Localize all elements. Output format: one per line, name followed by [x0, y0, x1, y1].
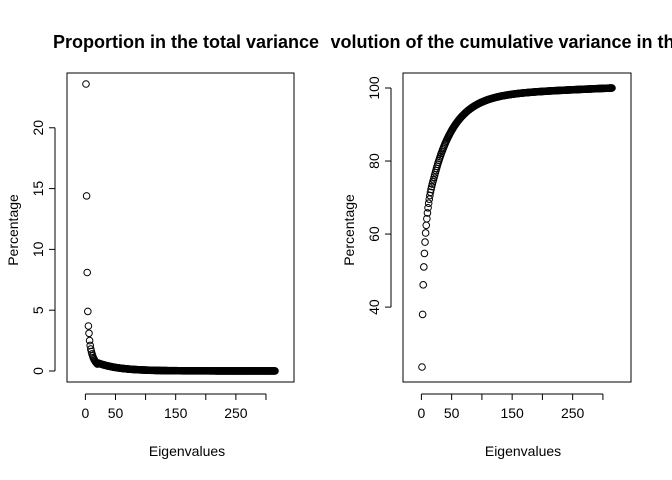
chart-right: Evolution of the cumulative variance in … — [318, 32, 672, 459]
chart-left-points — [82, 80, 279, 375]
chart-right-points — [418, 84, 616, 371]
chart-right-point — [424, 203, 432, 212]
chart-left-point — [82, 192, 91, 200]
chart-right-point — [418, 310, 427, 319]
chart-right-point — [418, 363, 426, 371]
chart-right-plot-frame — [402, 72, 632, 383]
chart-right-point — [421, 229, 430, 237]
chart-left-x-tick-label: 50 — [108, 405, 124, 421]
chart-left-y-tick-label: 20 — [30, 120, 46, 136]
chart-right-x-tick-label: 0 — [417, 405, 425, 421]
chart-left-title: Proportion in the total variance — [53, 32, 319, 52]
chart-left-x-label: Eigenvalues — [149, 443, 225, 459]
chart-right-point — [426, 188, 435, 197]
chart-left-x-tick-label: 0 — [81, 405, 89, 421]
chart-right-point — [423, 214, 431, 223]
chart-right-point — [423, 209, 432, 217]
chart-left-y-tick-label: 0 — [30, 367, 46, 375]
chart-right-point — [425, 195, 434, 203]
chart-right-point — [422, 221, 431, 230]
chart-right-x-tick-label: 250 — [561, 405, 585, 421]
chart-right-point — [420, 263, 428, 271]
chart-left-point — [271, 367, 279, 375]
chart-left-point — [84, 322, 93, 330]
chart-right-x-tick-label: 150 — [500, 405, 524, 421]
chart-right-title: Evolution of the cumulative variance in … — [318, 32, 672, 52]
chart-left-y-label: Percentage — [5, 194, 21, 266]
chart-right-point — [421, 238, 429, 246]
chart-right-x-axis: 0 50 150 250 — [417, 393, 604, 421]
chart-right-y-tick-label: 40 — [366, 299, 382, 315]
chart-left-y-axis: 0 5 10 15 20 — [30, 120, 56, 375]
chart-right-y-tick-label: 80 — [366, 153, 382, 169]
chart-right-y-tick-label: 60 — [366, 226, 382, 242]
chart-left-point — [82, 80, 90, 88]
chart-right-point — [424, 199, 433, 208]
chart-left-point — [85, 329, 93, 338]
chart-left-plot-frame — [66, 72, 295, 383]
chart-left-y-tick-label: 15 — [30, 181, 46, 197]
chart-right-x-tick-label: 50 — [444, 405, 460, 421]
chart-right-x-label: Eigenvalues — [485, 443, 561, 459]
chart-left-x-tick-label: 250 — [224, 405, 248, 421]
chart-right-y-axis: 40 60 80 100 — [366, 76, 392, 315]
chart-right-point — [608, 84, 616, 92]
chart-left-x-axis: 0 50 150 250 — [81, 393, 267, 421]
chart-left-point — [84, 307, 92, 316]
chart-right-y-label: Percentage — [341, 194, 357, 266]
chart-left-y-tick-label: 5 — [30, 306, 46, 314]
chart-left-point — [83, 268, 91, 277]
chart-left-y-tick-label: 10 — [30, 241, 46, 257]
chart-left-point — [85, 336, 94, 345]
chart-right-point — [427, 185, 435, 194]
chart-right-y-tick-label: 100 — [366, 76, 382, 100]
chart-right-point — [420, 249, 429, 258]
chart-left: Proportion in the total variance 0 50 150 2… — [5, 32, 319, 459]
chart-left-x-tick-label: 150 — [164, 405, 188, 421]
chart-right-point — [419, 281, 428, 289]
